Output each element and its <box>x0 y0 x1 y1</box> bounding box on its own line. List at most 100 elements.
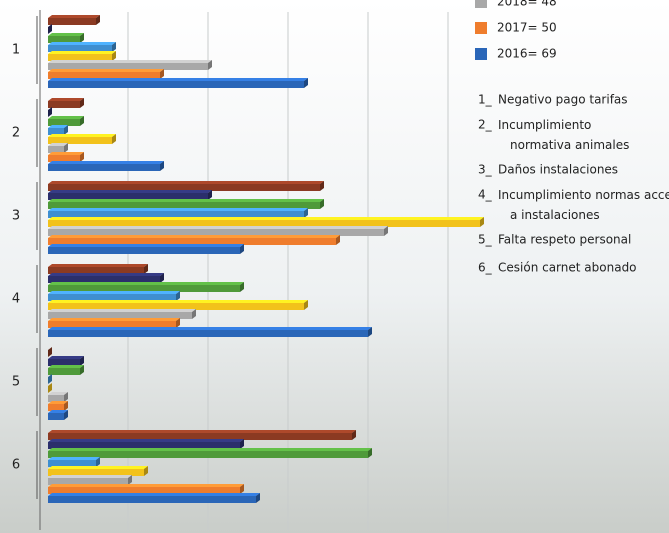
bar-top <box>48 208 308 211</box>
bar-group <box>48 392 68 402</box>
bar-group <box>48 439 244 449</box>
bar-group <box>48 116 84 126</box>
chart: 1234562018= 482017= 502016= 691_Negativo… <box>0 0 669 533</box>
bar-group <box>48 475 132 485</box>
bar <box>48 413 64 420</box>
bar-top <box>48 484 244 487</box>
bar-group <box>48 410 68 420</box>
bar-top <box>48 78 308 81</box>
bar <box>48 478 128 485</box>
bar-group <box>48 78 308 88</box>
bar-group <box>48 448 372 458</box>
bar <box>48 63 208 70</box>
bar <box>48 451 368 458</box>
description-line: Incumplimiento normas acceso <box>498 188 669 202</box>
bar-group <box>48 309 196 319</box>
bar-group <box>48 143 68 153</box>
bar-top <box>48 327 372 330</box>
bar-group <box>48 244 244 254</box>
bar-top <box>48 493 260 496</box>
bar-group <box>48 430 356 440</box>
bar-top <box>48 430 356 433</box>
bar <box>48 395 64 402</box>
bar-top <box>48 365 84 368</box>
bar <box>48 294 176 301</box>
bar-top <box>48 134 116 137</box>
bar <box>48 81 304 88</box>
bar <box>48 54 112 61</box>
bar <box>48 496 256 503</box>
bar-group <box>48 199 324 209</box>
bar-top <box>48 181 324 184</box>
bar-group <box>48 190 212 200</box>
bar-group <box>48 217 484 227</box>
bar-top <box>48 217 484 220</box>
bar-top <box>48 244 244 247</box>
bar <box>48 36 80 43</box>
description-line: normativa animales <box>510 138 629 152</box>
bar <box>48 211 304 218</box>
bar-group <box>48 282 244 292</box>
legend-label: 2018= 48 <box>497 0 557 9</box>
description-text: Daños instalaciones <box>498 163 618 177</box>
bar-group <box>48 365 84 375</box>
bar <box>48 469 144 476</box>
bar-group <box>48 161 164 171</box>
bar-group <box>48 125 68 135</box>
bar-group <box>48 208 308 218</box>
bar-group <box>48 33 84 43</box>
bar-top <box>48 448 372 451</box>
bar-top <box>48 475 132 478</box>
bar <box>48 220 480 227</box>
bar-group <box>48 356 84 366</box>
bar <box>48 229 384 236</box>
bar-group <box>48 300 308 310</box>
y-tick-label: 4 <box>12 292 20 307</box>
bar-group <box>48 273 164 283</box>
bar-top <box>48 116 84 119</box>
legend-swatch <box>475 48 487 60</box>
bar-top <box>48 273 164 276</box>
y-tick-label: 5 <box>12 375 20 390</box>
bar <box>48 368 80 375</box>
bar-group <box>48 291 180 301</box>
bar-group <box>48 98 84 108</box>
y-tick-label: 3 <box>12 209 20 224</box>
bar <box>48 238 336 245</box>
bar-group <box>48 42 116 52</box>
bar-top <box>48 466 148 469</box>
bar-group <box>48 69 164 79</box>
bar-group <box>48 457 100 467</box>
description-number: 2_ <box>478 118 493 132</box>
bar-group <box>48 484 244 494</box>
bar <box>48 487 240 494</box>
bar-group <box>48 51 116 61</box>
bar <box>48 312 192 319</box>
bar <box>48 45 112 52</box>
bar-group <box>48 15 100 25</box>
bar <box>48 303 304 310</box>
bar <box>48 137 112 144</box>
bar <box>48 433 352 440</box>
bar-top <box>48 15 100 18</box>
bar <box>48 442 240 449</box>
bar-top <box>48 152 84 155</box>
bar-top <box>48 439 244 442</box>
bar <box>48 460 96 467</box>
bar <box>48 155 80 162</box>
y-tick-label: 1 <box>12 43 20 58</box>
y-tick-label: 2 <box>12 126 20 141</box>
bar <box>48 72 160 79</box>
bar <box>48 202 320 209</box>
bar <box>48 276 160 283</box>
y-tick-label: 6 <box>12 458 20 473</box>
description-number: 4_ <box>478 188 493 202</box>
bar <box>48 359 80 366</box>
bar <box>48 146 64 153</box>
bar-group <box>48 493 260 503</box>
bar-group <box>48 226 388 236</box>
bar <box>48 267 144 274</box>
bar-group <box>48 134 116 144</box>
bar <box>48 404 64 411</box>
bar-group <box>48 235 340 245</box>
